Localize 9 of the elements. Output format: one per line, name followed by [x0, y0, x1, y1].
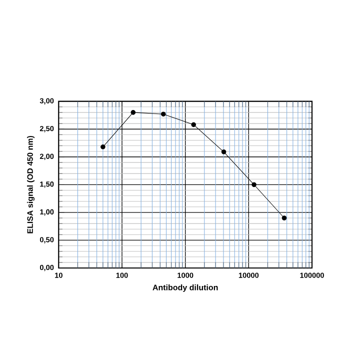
point — [130, 110, 136, 115]
point — [221, 149, 226, 154]
point — [160, 112, 166, 117]
point — [100, 144, 106, 150]
point — [282, 216, 287, 220]
y-axis-title: ELISA signal (OD 450 nm) — [27, 136, 35, 234]
point — [252, 182, 256, 188]
x-axis-title: Antibody dilution — [152, 284, 218, 292]
point — [191, 122, 196, 128]
